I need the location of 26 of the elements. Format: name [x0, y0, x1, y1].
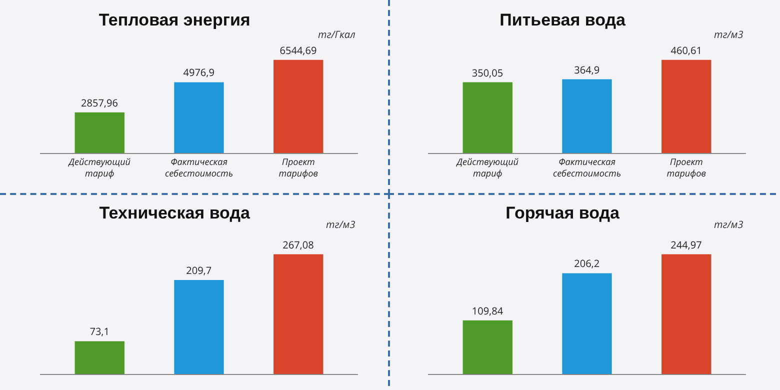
- data-label: 267,08: [282, 237, 314, 252]
- x-tick-label: Действующий тариф: [68, 154, 132, 180]
- chart-title: Техническая вода: [99, 203, 251, 222]
- text: тг/м3: [326, 217, 356, 231]
- data-label: 364,9: [574, 62, 600, 76]
- data-label: 206,2: [574, 256, 600, 270]
- data-label: 109,84: [472, 303, 504, 318]
- data-label: 4976,9: [183, 65, 215, 80]
- chart-title: Горячая вода: [506, 203, 620, 222]
- chart-title: Питьевая вода: [500, 10, 626, 30]
- x-tick-label: Действующий тариф: [456, 154, 520, 180]
- x-tick-label: Проект тарифов: [666, 154, 706, 180]
- x-tick-label: Проект тарифов: [278, 154, 318, 180]
- x-tick-label: Фактическая себестоимость: [164, 154, 234, 180]
- data-label: 244,97: [670, 237, 702, 252]
- x-tick-label: Фактическая себестоимость: [552, 154, 622, 180]
- data-label: 460,61: [670, 42, 702, 57]
- text: тг/м3: [714, 27, 744, 41]
- data-label: 350,05: [472, 65, 504, 80]
- text: тг/м3: [714, 217, 744, 231]
- chart-title: Тепловая энергия: [98, 10, 250, 30]
- data-label: 209,7: [186, 263, 212, 278]
- data-label: 73,1: [90, 324, 110, 338]
- data-label: 6544,69: [280, 42, 317, 57]
- text: тг/Гкал: [318, 27, 356, 41]
- data-label: 2857,96: [81, 95, 118, 110]
